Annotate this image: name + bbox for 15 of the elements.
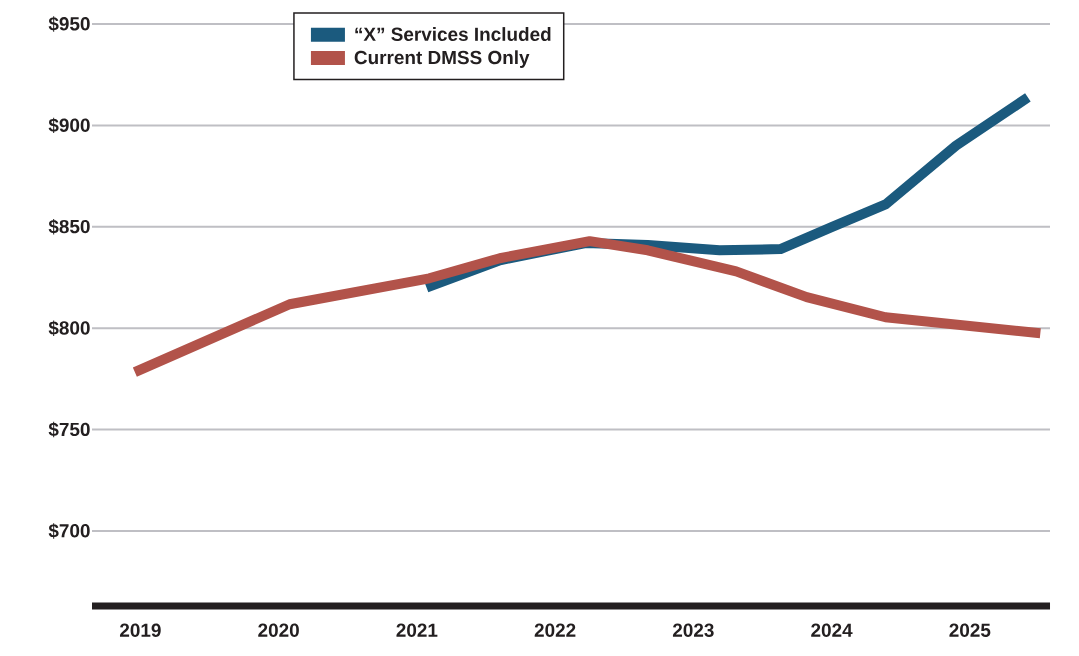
y-tick-label: $700 xyxy=(48,523,90,539)
legend-label: “X” Services Included xyxy=(355,27,551,41)
y-tick-label: $950 xyxy=(48,16,90,32)
y-tick-label: $850 xyxy=(48,219,90,235)
x-tick-label: 2022 xyxy=(534,623,576,637)
y-tick-label: $800 xyxy=(48,320,90,336)
legend-label: Current DMSS Only xyxy=(354,50,530,68)
x-tick-label: 2021 xyxy=(396,623,438,637)
x-tick-label: 2020 xyxy=(258,623,299,637)
y-tick-label: $900 xyxy=(48,117,90,134)
x-tick-label: 2024 xyxy=(811,623,853,637)
x-tick-label: 2025 xyxy=(949,623,991,637)
y-tick-label: $750 xyxy=(48,421,90,438)
x-tick-label: 2019 xyxy=(119,623,161,637)
x-tick-label: 2023 xyxy=(672,623,714,637)
